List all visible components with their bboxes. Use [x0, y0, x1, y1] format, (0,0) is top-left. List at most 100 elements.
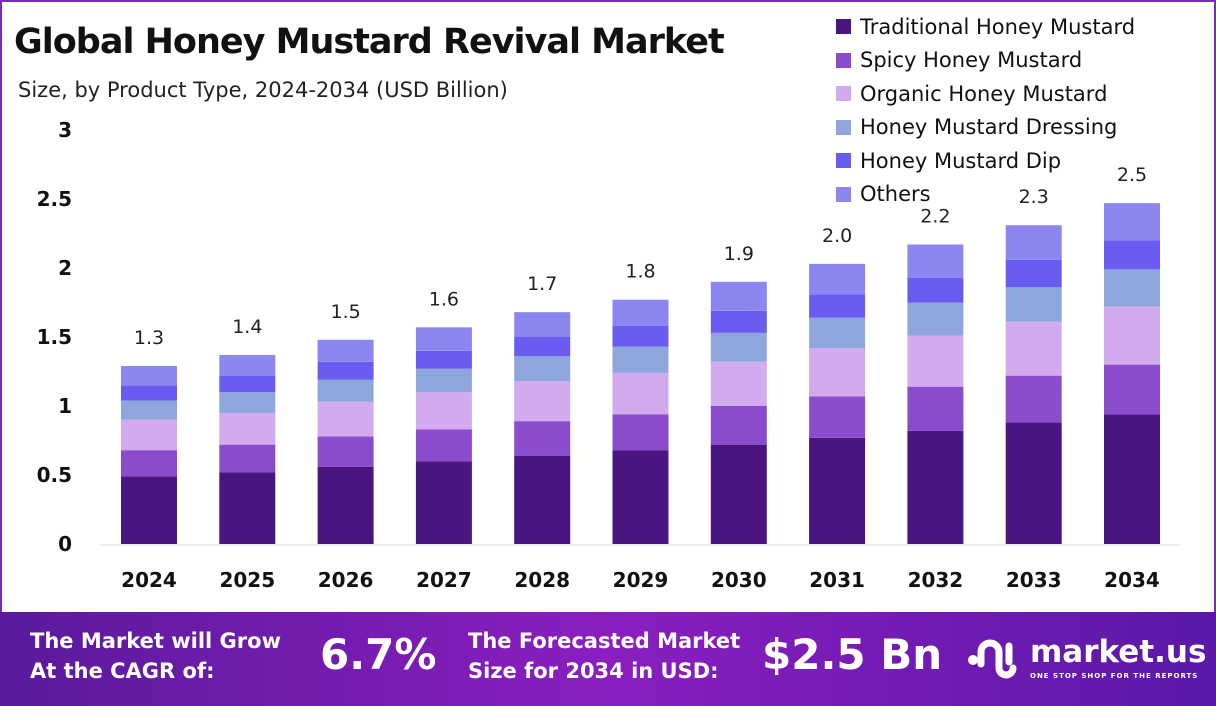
bar-segment	[219, 472, 276, 544]
forecast-label-line2: Size for 2034 in USD:	[468, 659, 719, 683]
y-tick-label: 1	[58, 394, 72, 418]
total-label: 2.5	[1117, 164, 1147, 186]
bar-segment	[907, 277, 964, 303]
bar-segment	[121, 419, 177, 451]
total-label: 1.3	[134, 327, 164, 349]
bar-segment	[415, 350, 472, 369]
bar-segment	[710, 310, 767, 333]
bar-segment	[809, 294, 866, 318]
bar-segment	[1104, 269, 1160, 307]
bar-segment	[809, 317, 866, 349]
bar-segment	[1005, 287, 1062, 322]
legend-label: Spicy Honey Mustard	[860, 48, 1083, 73]
legend-label: Honey Mustard Dip	[860, 148, 1062, 173]
y-tick-label: 2.5	[37, 187, 72, 211]
bar-segment	[514, 455, 571, 544]
legend-swatch	[836, 19, 851, 35]
bar-segment	[514, 337, 571, 357]
bar-segment	[121, 476, 177, 544]
bar-segment	[907, 244, 964, 278]
forecast-label: The Forecasted Market Size for 2034 in US…	[468, 626, 740, 686]
bar-segment	[415, 429, 472, 462]
legend-item: Honey Mustard Dressing	[836, 111, 1135, 145]
bar-segment	[317, 466, 374, 544]
bar-segment	[612, 450, 669, 544]
chart-subtitle: Size, by Product Type, 2024-2034 (USD Bi…	[18, 78, 508, 102]
total-label: 2.3	[1019, 186, 1049, 208]
chart-title: Global Honey Mustard Revival Market	[14, 22, 725, 62]
cagr-label-line1: The Market will Grow	[30, 629, 281, 653]
bar-segment	[1005, 422, 1062, 544]
bar-segment	[710, 444, 767, 544]
bar-segment	[317, 339, 374, 362]
bar-segment	[809, 437, 866, 544]
bar-segment	[612, 414, 669, 451]
y-tick-label: 0	[58, 532, 72, 556]
legend: Traditional Honey Mustard Spicy Honey Mus…	[836, 10, 1135, 211]
total-label: 1.5	[330, 301, 360, 323]
x-tick-label: 2030	[711, 568, 767, 592]
bar-segment	[1104, 306, 1160, 365]
x-tick-label: 2024	[121, 568, 177, 592]
bar-segment	[907, 335, 964, 387]
bar-segment	[710, 281, 767, 311]
x-tick-label: 2031	[809, 568, 865, 592]
bar-segment	[219, 375, 276, 393]
bar-segment	[514, 381, 571, 422]
bar-segment	[907, 302, 964, 336]
bar-segment	[612, 325, 669, 347]
bar-segment	[219, 354, 276, 376]
logo-tagline: ONE STOP SHOP FOR THE REPORTS	[1030, 672, 1199, 680]
bar-segment	[415, 392, 472, 430]
bar-segment	[809, 396, 866, 438]
total-label: 1.4	[232, 316, 262, 338]
market-us-logo-icon	[968, 639, 1017, 679]
chart-plot: 0 0.5 1 1.5 2 2.5 3 1.3 2024 1.4 2025 1.5 2026 1.6 202…	[37, 118, 1180, 592]
bar-segment	[1005, 375, 1062, 423]
legend-swatch	[836, 186, 851, 202]
bar-segment	[612, 372, 669, 415]
x-tick-label: 2032	[908, 568, 964, 592]
legend-swatch	[836, 86, 851, 102]
y-tick-label: 3	[58, 118, 72, 142]
bar-segment	[415, 327, 472, 351]
legend-label: Others	[860, 182, 931, 207]
y-tick-label: 0.5	[37, 463, 72, 487]
bar-segment	[317, 379, 374, 402]
bar-segment	[1104, 203, 1160, 241]
bar-segment	[612, 299, 669, 326]
bar-segment	[1005, 259, 1062, 288]
bar-segment	[1104, 240, 1160, 270]
bar-segment	[317, 361, 374, 380]
legend-item: Organic Honey Mustard	[836, 77, 1135, 111]
bar-segment	[907, 386, 964, 431]
logo-text: market.us	[1030, 634, 1207, 670]
x-tick-label: 2029	[613, 568, 669, 592]
legend-item: Others	[836, 178, 1135, 212]
x-tick-label: 2025	[219, 568, 275, 592]
legend-swatch	[836, 153, 851, 169]
x-tick-label: 2033	[1006, 568, 1062, 592]
bar-segment	[219, 412, 276, 445]
total-label: 1.7	[527, 273, 557, 295]
bar-segment	[710, 361, 767, 406]
bar-segment	[415, 368, 472, 393]
bar-segment	[1005, 321, 1062, 376]
bar-segment	[219, 392, 276, 413]
y-tick-label: 2	[58, 256, 72, 280]
bar-segment	[809, 263, 866, 295]
bar-segment	[809, 348, 866, 397]
bar-segment	[514, 356, 571, 382]
legend-label: Traditional Honey Mustard	[860, 14, 1136, 39]
bar-segment	[121, 385, 177, 401]
bar-segment	[415, 461, 472, 544]
bar-segment	[317, 436, 374, 467]
bar-segment	[710, 332, 767, 362]
x-tick-label: 2034	[1104, 568, 1160, 592]
bar-segment	[219, 444, 276, 473]
legend-item: Spicy Honey Mustard	[836, 44, 1135, 78]
bar-segment	[710, 406, 767, 445]
total-label: 2.2	[920, 206, 950, 228]
footer-banner: The Market will Grow At the CAGR of: 6.7%…	[0, 612, 1216, 706]
